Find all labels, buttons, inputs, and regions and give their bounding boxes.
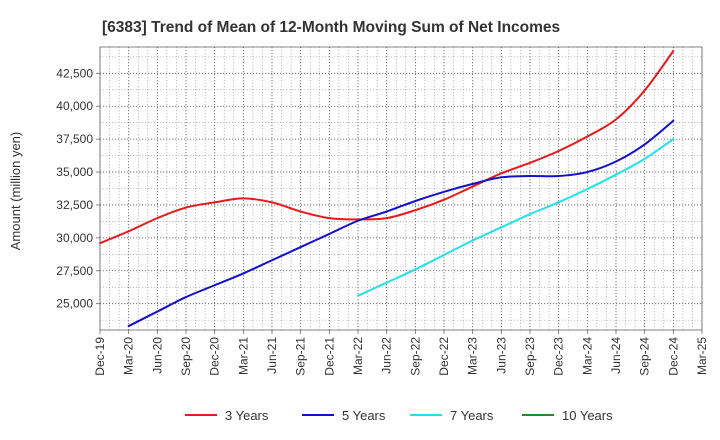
y-tick-label: 42,500 <box>56 66 93 80</box>
series-line-5-years <box>127 119 675 328</box>
grid-lines <box>99 47 703 330</box>
plot-border <box>99 46 703 331</box>
x-tick-label: Sep-24 <box>638 337 652 376</box>
x-tick-label: Mar-25 <box>695 337 709 375</box>
x-tick-label: Mar-23 <box>466 337 480 375</box>
legend-label: 7 Years <box>450 408 494 423</box>
y-tick-label: 30,000 <box>56 231 93 245</box>
x-tick-label: Mar-22 <box>351 337 365 375</box>
legend: 3 Years 5 Years 7 Years 10 Years <box>185 408 613 423</box>
x-tick-label: Sep-21 <box>294 337 308 376</box>
x-tick-label: Dec-20 <box>208 337 222 376</box>
x-tick-label: Sep-22 <box>408 337 422 376</box>
series-lines <box>99 49 675 328</box>
x-tick-label: Mar-20 <box>122 337 136 375</box>
legend-label: 3 Years <box>225 408 269 423</box>
x-tick-label: Mar-21 <box>236 337 250 375</box>
series-line-3-years <box>99 49 675 245</box>
legend-label: 10 Years <box>562 408 613 423</box>
x-tick-label: Sep-23 <box>523 337 537 376</box>
y-tick-label: 27,500 <box>56 264 93 278</box>
legend-label: 5 Years <box>342 408 386 423</box>
axes: 25,000 27,500 30,000 32,500 35,000 37,500 40,0… <box>56 46 709 376</box>
y-tick-label: 25,000 <box>56 297 93 311</box>
y-axis-label: Amount (million yen) <box>8 132 23 251</box>
x-tick-label: Dec-21 <box>322 337 336 376</box>
x-tick-label: Mar-24 <box>580 337 594 375</box>
x-tick-label: Jun-20 <box>150 337 164 374</box>
x-tick-label: Dec-22 <box>437 337 451 376</box>
x-tick-label: Sep-20 <box>179 337 193 376</box>
chart-title: [6383] Trend of Mean of 12-Month Moving … <box>102 19 560 36</box>
x-tick-label: Dec-24 <box>666 337 680 376</box>
y-tick-label: 35,000 <box>56 165 93 179</box>
x-tick-label: Jun-22 <box>380 337 394 374</box>
x-tick-label: Dec-19 <box>93 337 107 376</box>
x-tick-label: Jun-23 <box>494 337 508 374</box>
x-tick-label: Jun-24 <box>609 337 623 374</box>
x-tick-label: Dec-23 <box>552 337 566 376</box>
x-tick-label: Jun-21 <box>265 337 279 374</box>
y-tick-label: 40,000 <box>56 99 93 113</box>
y-tick-label: 37,500 <box>56 132 93 146</box>
y-tick-label: 32,500 <box>56 198 93 212</box>
series-line-7-years <box>357 138 675 297</box>
